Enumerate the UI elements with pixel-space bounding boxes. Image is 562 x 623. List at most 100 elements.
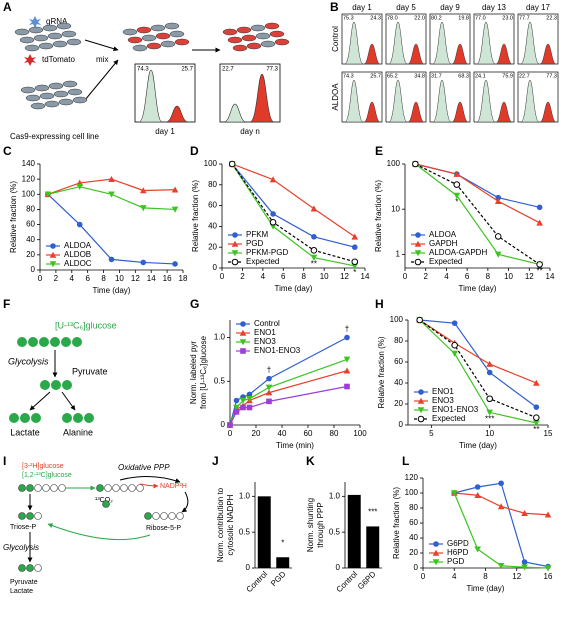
arrow — [61, 391, 76, 411]
row-label: ALDOA — [331, 83, 340, 111]
series-line — [419, 319, 537, 424]
cell — [241, 34, 257, 42]
histogram-peak — [363, 101, 381, 123]
cell — [150, 24, 166, 32]
x-tick-label: 20 — [252, 429, 261, 438]
day-label: day n — [240, 127, 260, 136]
gate-value: 75.9 — [502, 73, 513, 79]
cell — [274, 38, 290, 46]
pathway-label: Glycolysis — [8, 356, 49, 366]
x-tick-label: 0 — [228, 429, 233, 438]
pathway-label: Oxidative PPP — [118, 463, 170, 472]
gate-value: 22.0 — [414, 15, 425, 21]
legend-label: Control — [254, 319, 280, 328]
legend-marker — [239, 339, 247, 346]
gate-value: 77.7 — [519, 15, 530, 21]
legend-label: G6PD — [447, 539, 469, 548]
series-line — [231, 163, 356, 238]
y-axis-label: Relative fraction (%) — [392, 487, 401, 559]
marker — [108, 175, 115, 182]
histogram-value: 25.7 — [181, 67, 193, 73]
y-tick-label: 0 — [414, 563, 419, 572]
x-tick-label: 14 — [361, 272, 370, 281]
y-tick-label: 40 — [208, 222, 217, 231]
marker — [108, 191, 115, 198]
marker — [416, 316, 423, 324]
y-tick-label: 60 — [208, 201, 217, 210]
marker — [269, 176, 277, 183]
x-tick-label: 16 — [544, 572, 553, 581]
x-tick-label: 80 — [330, 429, 339, 438]
marker — [240, 404, 246, 411]
marker — [343, 367, 351, 374]
marker — [497, 503, 505, 510]
histogram-peak — [476, 79, 496, 123]
marker — [246, 404, 253, 411]
y-axis-label: cytosolic NADPH — [226, 494, 235, 555]
annotation: ** — [537, 267, 543, 276]
annotation: *** — [485, 415, 494, 424]
marker — [270, 211, 276, 217]
histogram-peak — [388, 79, 408, 123]
y-axis-label: Norm. shunting — [306, 498, 315, 552]
cell — [164, 22, 180, 30]
series-line — [231, 163, 355, 248]
cell-line-label: Cas9-expressing cell line — [10, 132, 99, 141]
x-tick-label: 4 — [444, 272, 449, 281]
x-tick-label: 100 — [353, 429, 367, 438]
legend-label: ENO3 — [254, 337, 276, 346]
marker — [310, 205, 318, 212]
y-tick-label: 20 — [26, 250, 35, 259]
cell — [155, 32, 171, 40]
marker — [533, 420, 540, 427]
y-axis-label: through PPP — [316, 502, 325, 547]
x-axis-label: Time (day) — [93, 286, 131, 295]
legend-marker — [414, 240, 422, 247]
y-tick-label: 100 — [405, 488, 419, 497]
marker — [451, 350, 458, 357]
gate-value: 77.3 — [546, 73, 557, 79]
gate-value: 65.2 — [387, 73, 398, 79]
y-tick-label: 20 — [409, 548, 418, 557]
y-tick-label: 40 — [26, 235, 35, 244]
histogram-peak — [138, 69, 163, 123]
cell — [24, 44, 40, 52]
legend-marker — [414, 258, 422, 266]
legend-label: PGD — [447, 557, 465, 566]
y-axis-label: Norm. contribution to — [216, 487, 225, 562]
cell — [66, 38, 82, 46]
legend-label: ALDOB — [64, 250, 91, 259]
series-line — [229, 358, 348, 426]
row-label: Control — [331, 26, 340, 52]
x-tick-label: 12 — [340, 272, 349, 281]
y-tick-label: 20 — [208, 242, 217, 251]
marker — [139, 205, 147, 212]
y-tick-label: 60 — [409, 518, 418, 527]
y-tick-label: 10 — [391, 204, 400, 213]
legend-label: PFKM — [246, 230, 269, 239]
cell — [38, 42, 54, 50]
x-tick-label: 2 — [54, 274, 59, 283]
arrow — [139, 483, 159, 489]
legend-marker — [232, 232, 238, 238]
cell — [227, 36, 243, 44]
x-tick-label: 8 — [301, 272, 306, 281]
marker — [521, 564, 528, 571]
series-line — [415, 163, 540, 208]
gate-value: 19.8 — [458, 15, 469, 21]
cell — [255, 32, 271, 40]
marker — [451, 320, 458, 326]
marker — [495, 194, 502, 201]
marker — [343, 356, 351, 363]
marker — [269, 223, 277, 230]
grna-icon — [29, 16, 41, 28]
x-tick-label: 4 — [261, 272, 266, 281]
day-label: day 9 — [440, 3, 460, 12]
panel-letter: E — [375, 144, 383, 158]
metabolite-label: Ribose-5-P — [146, 525, 181, 532]
x-axis-label: Time (day) — [275, 284, 313, 293]
marker — [233, 409, 240, 415]
marker — [310, 247, 318, 254]
pathway-label: Glycolysis — [3, 543, 39, 552]
marker — [269, 218, 277, 226]
